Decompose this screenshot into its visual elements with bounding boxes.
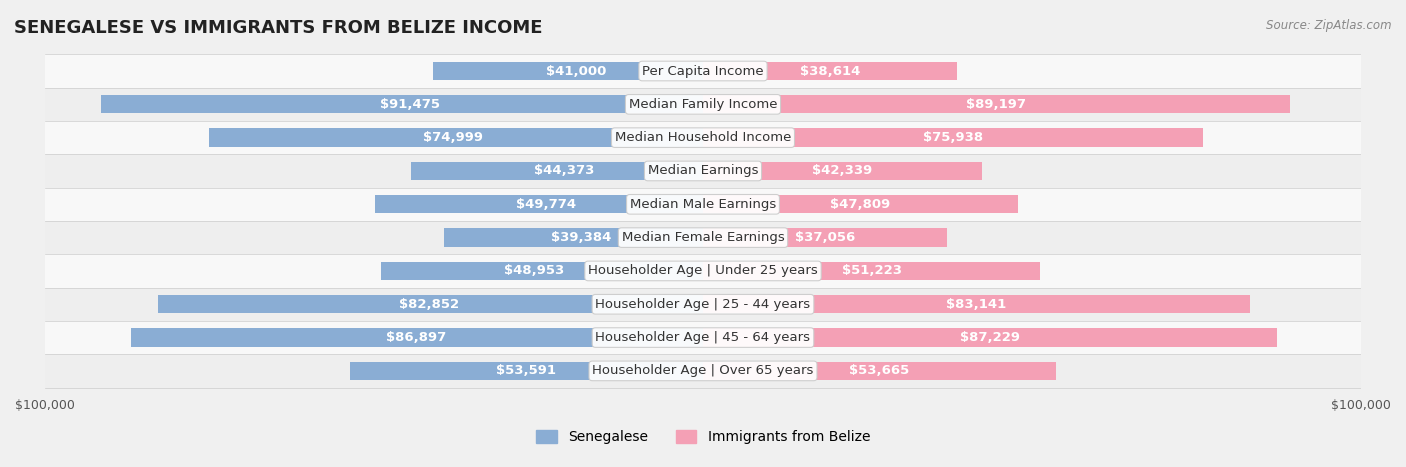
Text: $48,953: $48,953 (505, 264, 565, 277)
Bar (703, 95, 1289, 113)
Text: $91,475: $91,475 (380, 98, 440, 111)
Bar (131, 328, 703, 347)
Bar (703, 128, 1202, 147)
Bar (703, 195, 1018, 213)
Bar (703, 362, 1056, 380)
Bar (381, 262, 703, 280)
Text: $53,665: $53,665 (849, 364, 910, 377)
Bar (433, 62, 703, 80)
Text: Median Family Income: Median Family Income (628, 98, 778, 111)
Bar (157, 295, 703, 313)
Bar (209, 128, 703, 147)
Text: $49,774: $49,774 (516, 198, 575, 211)
Bar (375, 195, 703, 213)
Text: $89,197: $89,197 (966, 98, 1026, 111)
Bar (45, 54, 1361, 88)
Text: Householder Age | Over 65 years: Householder Age | Over 65 years (592, 364, 814, 377)
Text: Median Female Earnings: Median Female Earnings (621, 231, 785, 244)
Bar (703, 328, 1277, 347)
Text: Householder Age | 45 - 64 years: Householder Age | 45 - 64 years (596, 331, 810, 344)
Bar (45, 254, 1361, 288)
Text: $41,000: $41,000 (546, 64, 606, 78)
Bar (411, 162, 703, 180)
Bar (45, 121, 1361, 154)
Bar (101, 95, 703, 113)
Text: Median Earnings: Median Earnings (648, 164, 758, 177)
Text: SENEGALESE VS IMMIGRANTS FROM BELIZE INCOME: SENEGALESE VS IMMIGRANTS FROM BELIZE INC… (14, 19, 543, 37)
Legend: Senegalese, Immigrants from Belize: Senegalese, Immigrants from Belize (530, 425, 876, 450)
Text: $75,938: $75,938 (922, 131, 983, 144)
Text: Householder Age | Under 25 years: Householder Age | Under 25 years (588, 264, 818, 277)
Bar (703, 62, 957, 80)
Bar (45, 154, 1361, 188)
Text: Median Male Earnings: Median Male Earnings (630, 198, 776, 211)
Text: $51,223: $51,223 (842, 264, 901, 277)
Text: $87,229: $87,229 (960, 331, 1019, 344)
Bar (45, 88, 1361, 121)
Bar (703, 262, 1040, 280)
Text: Householder Age | 25 - 44 years: Householder Age | 25 - 44 years (595, 298, 811, 311)
Bar (45, 321, 1361, 354)
Bar (350, 362, 703, 380)
Bar (444, 228, 703, 247)
Text: $82,852: $82,852 (399, 298, 460, 311)
Bar (45, 188, 1361, 221)
Text: $42,339: $42,339 (813, 164, 873, 177)
Text: $38,614: $38,614 (800, 64, 860, 78)
Bar (703, 228, 946, 247)
Bar (45, 354, 1361, 388)
Text: $86,897: $86,897 (385, 331, 446, 344)
Text: $39,384: $39,384 (551, 231, 612, 244)
Bar (45, 288, 1361, 321)
Bar (703, 162, 981, 180)
Text: $83,141: $83,141 (946, 298, 1007, 311)
Bar (45, 221, 1361, 254)
Text: Median Household Income: Median Household Income (614, 131, 792, 144)
Text: $37,056: $37,056 (794, 231, 855, 244)
Text: $44,373: $44,373 (533, 164, 593, 177)
Bar (703, 295, 1250, 313)
Text: Per Capita Income: Per Capita Income (643, 64, 763, 78)
Text: $53,591: $53,591 (496, 364, 557, 377)
Text: $74,999: $74,999 (423, 131, 484, 144)
Text: $47,809: $47,809 (830, 198, 890, 211)
Text: Source: ZipAtlas.com: Source: ZipAtlas.com (1267, 19, 1392, 32)
